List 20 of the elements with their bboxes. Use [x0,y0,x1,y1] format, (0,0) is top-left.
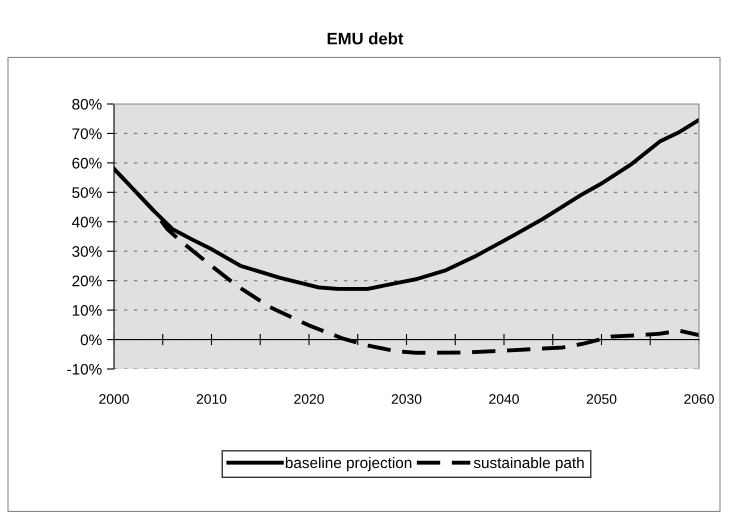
chart-title: EMU debt [328,32,404,44]
y-tick-label: -10% [67,364,102,375]
legend-label: sustainable path [474,456,584,472]
y-tick-label: 40% [72,216,102,228]
x-tick-label: 2060 [684,394,714,404]
y-tick-label: 50% [72,187,102,198]
legend-label: baseline projection [286,456,412,472]
y-tick-label: 10% [72,304,102,316]
y-tick-label: 60% [72,158,102,169]
y-tick-label: 0% [80,334,102,346]
x-tick-label: 2010 [196,394,226,404]
y-tick-label: 30% [72,246,102,257]
y-tick-label: 70% [72,128,102,140]
x-tick-label: 2000 [99,394,129,404]
y-tick-label: 20% [72,276,102,286]
x-tick-label: 2050 [586,394,616,404]
x-tick-label: 2020 [294,394,324,404]
x-tick-label: 2030 [392,394,422,404]
y-tick-label: 80% [72,98,102,110]
x-tick-label: 2040 [489,394,519,404]
